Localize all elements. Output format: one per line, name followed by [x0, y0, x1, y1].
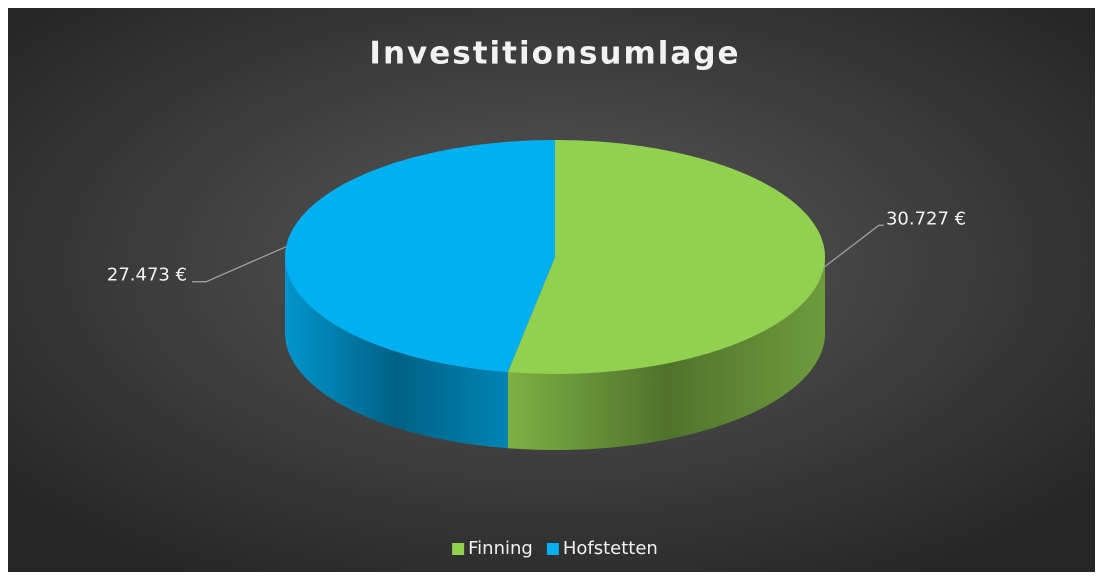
pie-slice — [507, 140, 825, 374]
data-label: 27.473 € — [107, 265, 187, 286]
legend-label: Finning — [468, 538, 533, 559]
legend-label: Hofstetten — [563, 538, 658, 559]
legend-swatch — [546, 543, 559, 555]
data-label: 30.727 € — [886, 208, 966, 229]
pie-slice-side-shade — [507, 257, 825, 450]
pie-slice-side-shade — [285, 257, 508, 449]
pie-slice — [285, 140, 555, 373]
chart-title: Investitionsumlage — [369, 36, 740, 72]
leader-line — [192, 246, 287, 283]
leader-line — [823, 224, 884, 268]
legend-swatch — [452, 543, 465, 555]
